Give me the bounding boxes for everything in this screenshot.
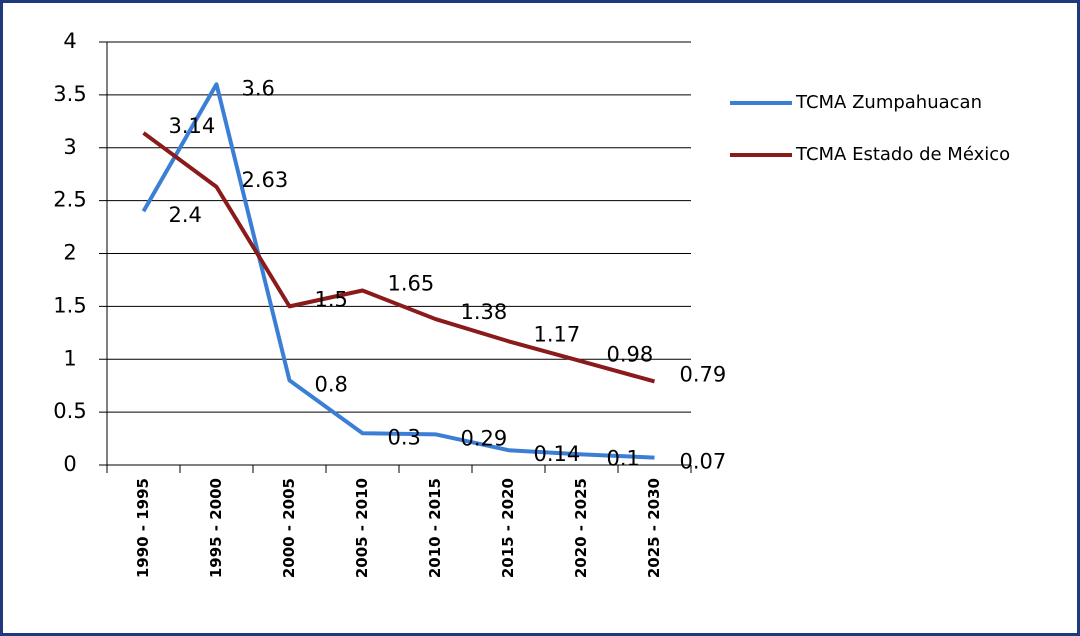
y-tick-label: 2.5 <box>53 188 86 212</box>
data-label: 0.8 <box>315 372 348 396</box>
data-label: 3.14 <box>169 114 216 138</box>
y-tick-label: 2 <box>63 241 76 265</box>
data-label: 1.17 <box>534 322 581 346</box>
legend-label: TCMA Zumpahuacan <box>795 92 982 113</box>
x-tick-label: 2000 - 2005 <box>280 478 298 578</box>
x-tick-label: 2005 - 2010 <box>353 478 371 578</box>
data-label: 1.5 <box>315 287 348 311</box>
x-tick-label: 2025 - 2030 <box>645 478 663 578</box>
data-label: 0.07 <box>680 450 727 474</box>
y-tick-label: 3 <box>63 135 76 159</box>
data-label: 0.1 <box>607 446 640 470</box>
y-tick-label: 3.5 <box>53 82 86 106</box>
series-line <box>142 131 656 384</box>
y-tick-label: 1 <box>63 346 76 370</box>
data-label: 1.65 <box>388 272 435 296</box>
data-label: 0.29 <box>461 426 508 450</box>
data-label: 0.14 <box>534 442 581 466</box>
x-tick-label: 1990 - 1995 <box>134 478 152 578</box>
data-label: 0.3 <box>388 425 421 449</box>
data-label: 3.6 <box>242 76 275 100</box>
y-tick-label: 0.5 <box>53 399 86 423</box>
series-line <box>141 82 655 460</box>
data-label: 1.38 <box>461 300 508 324</box>
data-label: 0.79 <box>680 362 727 386</box>
data-label: 2.63 <box>242 168 289 192</box>
x-tick-label: 2020 - 2025 <box>572 478 590 578</box>
legend-label: TCMA Estado de México <box>795 144 1010 165</box>
y-tick-label: 0 <box>63 452 76 476</box>
data-label: 0.98 <box>607 342 654 366</box>
x-tick-label: 2010 - 2015 <box>426 478 444 578</box>
y-tick-label: 4 <box>63 29 76 53</box>
data-label: 2.4 <box>169 203 202 227</box>
x-tick-label: 2015 - 2020 <box>499 478 517 578</box>
x-tick-label: 1995 - 2000 <box>207 478 225 578</box>
y-tick-label: 1.5 <box>53 293 86 317</box>
